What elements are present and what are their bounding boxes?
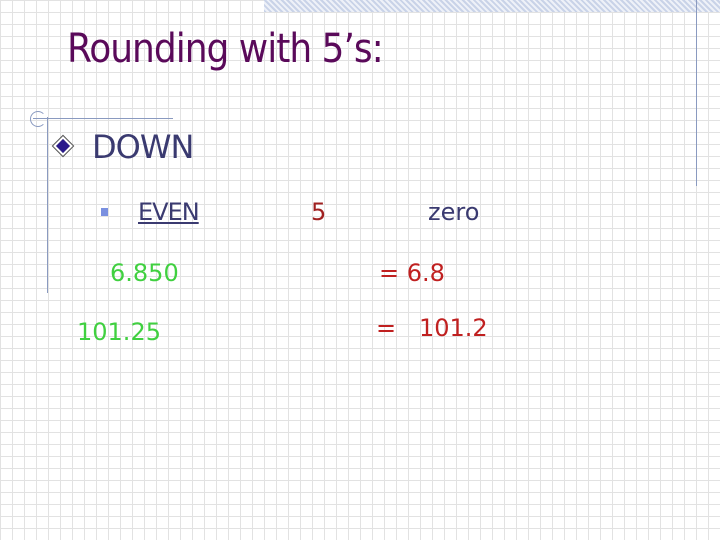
slide-title: Rounding with 5’s: (67, 26, 384, 72)
example-value: 6.850 (110, 259, 179, 287)
sub-bullet-digit: 5 (311, 198, 327, 226)
decorative-circle (30, 111, 46, 127)
sub-bullet-label: EVEN (138, 198, 200, 226)
decorative-line (696, 0, 697, 186)
decorative-line (33, 118, 173, 119)
decorative-header-band (264, 0, 720, 12)
example-result: = 6.8 (379, 259, 445, 287)
example-result: = 101.2 (376, 314, 488, 342)
sub-bullet-after: zero (428, 198, 480, 226)
square-bullet-icon (101, 208, 108, 216)
diamond-bullet-icon (53, 136, 73, 156)
bullet-text: DOWN (92, 128, 194, 166)
example-value: 101.25 (77, 318, 161, 346)
decorative-line (47, 117, 48, 293)
